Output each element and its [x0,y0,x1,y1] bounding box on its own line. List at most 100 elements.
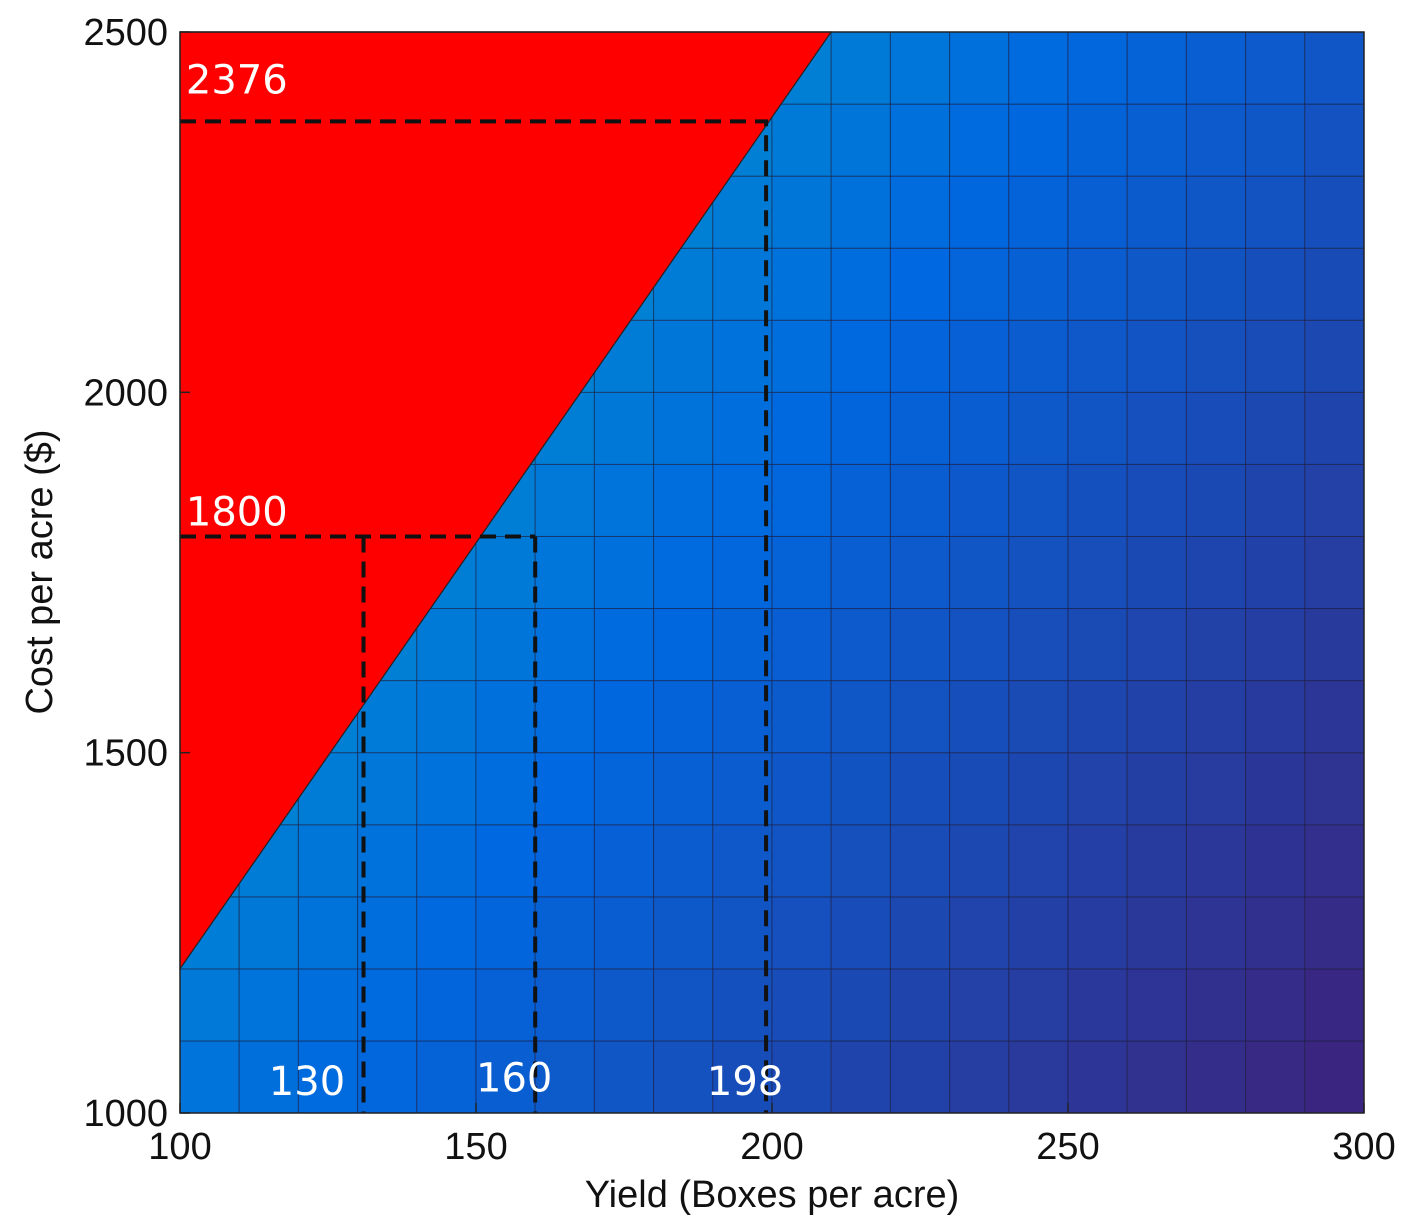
heatmap-cell [1185,175,1247,249]
heatmap-cell [1067,247,1128,321]
heatmap-cell [889,608,951,682]
heatmap-cell [771,608,832,682]
y-tick-label: 2000 [83,372,168,414]
heatmap-cell [1185,103,1247,177]
heatmap-cell [1304,31,1365,105]
heatmap-cell [1304,463,1365,537]
heatmap-cell [1126,463,1187,537]
heatmap-cell [1304,824,1365,898]
heatmap-cell [949,824,1010,898]
heatmap-cell [534,896,595,970]
heatmap-cell [889,752,951,826]
heatmap-cell [889,463,951,537]
heatmap-cell [771,680,832,754]
heatmap-cell [238,1040,299,1114]
heatmap-cell [949,463,1010,537]
heatmap-cell [1008,968,1069,1042]
heatmap-cell [416,824,477,898]
heatmap-cell [771,535,832,610]
heatmap-cell [593,824,655,898]
heatmap-cell [771,968,832,1042]
heatmap-cell [1245,680,1306,754]
y-axis: Cost per acre ($) 1000 1500 2000 2500 [19,12,190,1135]
heatmap-cell [593,535,655,610]
heatmap-cell [771,752,832,826]
heatmap-cell [593,896,655,970]
heatmap-cell [771,247,832,321]
heatmap-cell [653,535,714,610]
heatmap-cell [653,463,714,537]
heatmap-cell [593,391,655,465]
heatmap-cell [1245,103,1306,177]
annotations: 2376 1800 130 160 198 [186,57,783,1105]
heatmap-cell [1067,319,1128,393]
heatmap-cell [1304,319,1365,393]
heatmap-cell [1185,1040,1247,1114]
heatmap-cell [771,824,832,898]
heatmap-cell [416,680,477,754]
y-tick-label: 1000 [83,1093,168,1135]
heatmap-cell [653,824,714,898]
x-tick-label: 200 [740,1126,803,1168]
heatmap-cell [1067,463,1128,537]
annotation-label: 130 [269,1059,345,1105]
heatmap-cell [949,608,1010,682]
heatmap-cell [1245,319,1306,393]
reference-line-2376 [180,119,769,1113]
heatmap-cell [712,824,773,898]
heatmap-cell [475,896,536,970]
heatmap-cell [475,608,536,682]
heatmap-cell [475,968,536,1042]
heatmap-cell [416,968,477,1042]
heatmap-cell [1185,680,1247,754]
heatmap-cell [1245,535,1306,610]
heatmap-cell [1126,31,1187,105]
heatmap-cell [653,608,714,682]
heatmap-cell [949,31,1010,105]
heatmap-cell [1126,319,1187,393]
heatmap-cell [889,1040,951,1114]
heatmap-cell [475,824,536,898]
heatmap-cell [889,968,951,1042]
heatmap-cell [1067,103,1128,177]
heatmap-cell [1067,896,1128,970]
heatmap-cell [889,31,951,105]
heatmap-cell [830,968,891,1042]
heatmap-cell [1067,608,1128,682]
heatmap-cell [1185,463,1247,537]
heatmap-cell [830,896,891,970]
heatmap-cell [1126,680,1187,754]
heatmap-cell [1185,968,1247,1042]
y-tick-label: 1500 [83,733,168,775]
heatmap-cell [1008,103,1069,177]
heatmap-cell [1008,680,1069,754]
heatmap-cell [712,391,773,465]
heatmap-cell [297,752,359,826]
heatmap-cell [1008,247,1069,321]
heatmap-cell [1304,896,1365,970]
heatmap-cell [1304,752,1365,826]
heatmap-cell [475,680,536,754]
heatmap-cell [771,391,832,465]
heatmap-cell [534,752,595,826]
heatmap-cell [1008,752,1069,826]
heatmap-cell [712,968,773,1042]
heatmap-cell [1008,463,1069,537]
heatmap-cell [1245,463,1306,537]
heatmap-cell [593,463,655,537]
heatmap-cell [1304,103,1365,177]
heatmap-cell [1126,535,1187,610]
heatmap-cell [1008,896,1069,970]
heatmap-cell [357,896,418,970]
heatmap-cell [357,752,418,826]
heatmap-cell [1185,247,1247,321]
x-tick-label: 300 [1332,1126,1395,1168]
heatmap-cell [830,608,891,682]
heatmap-cell [357,968,418,1042]
heatmap-cell [593,1040,655,1114]
heatmap-cell [653,896,714,970]
heatmap-cell [1008,31,1069,105]
heatmap-cell [1185,319,1247,393]
heatmap-cell [830,103,891,177]
